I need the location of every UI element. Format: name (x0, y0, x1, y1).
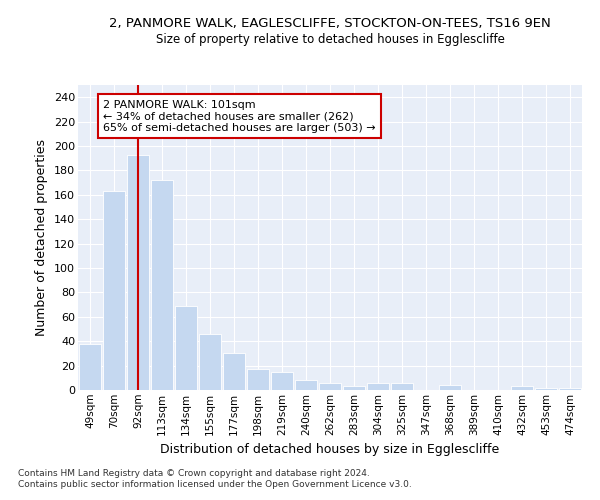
Text: 2 PANMORE WALK: 101sqm
← 34% of detached houses are smaller (262)
65% of semi-de: 2 PANMORE WALK: 101sqm ← 34% of detached… (103, 100, 376, 133)
Bar (391, 382, 413, 390)
Bar (535, 388, 557, 390)
Bar (367, 382, 389, 390)
Bar (271, 372, 293, 390)
Text: Contains HM Land Registry data © Crown copyright and database right 2024.: Contains HM Land Registry data © Crown c… (18, 468, 370, 477)
Bar (127, 154, 149, 390)
Y-axis label: Number of detached properties: Number of detached properties (35, 139, 49, 336)
Bar (343, 386, 365, 390)
Text: Size of property relative to detached houses in Egglescliffe: Size of property relative to detached ho… (155, 32, 505, 46)
Bar (559, 388, 581, 390)
Bar (439, 385, 461, 390)
Bar (247, 370, 269, 390)
Bar (223, 354, 245, 390)
Bar (175, 306, 197, 390)
Bar (295, 380, 317, 390)
Text: 2, PANMORE WALK, EAGLESCLIFFE, STOCKTON-ON-TEES, TS16 9EN: 2, PANMORE WALK, EAGLESCLIFFE, STOCKTON-… (109, 18, 551, 30)
Bar (199, 334, 221, 390)
Bar (511, 386, 533, 390)
Bar (151, 180, 173, 390)
Bar (319, 382, 341, 390)
X-axis label: Distribution of detached houses by size in Egglescliffe: Distribution of detached houses by size … (160, 443, 500, 456)
Text: Contains public sector information licensed under the Open Government Licence v3: Contains public sector information licen… (18, 480, 412, 489)
Bar (79, 344, 101, 390)
Bar (103, 191, 125, 390)
